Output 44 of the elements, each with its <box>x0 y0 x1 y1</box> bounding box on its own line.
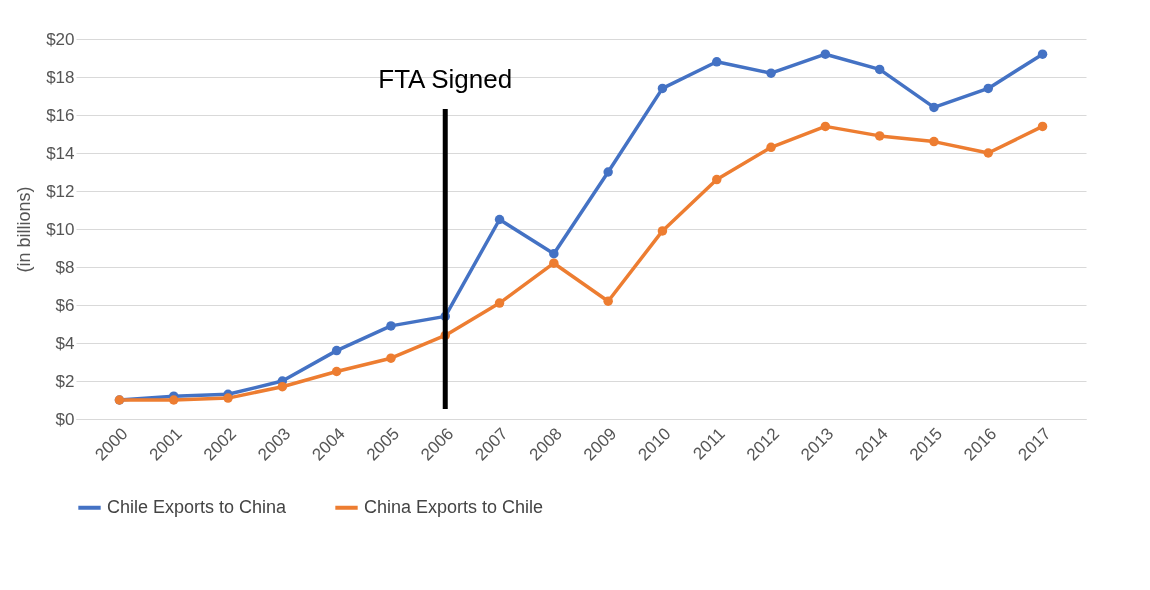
point <box>549 248 559 259</box>
point <box>657 83 668 94</box>
y-tick-label: $4 <box>55 333 75 353</box>
point <box>494 298 505 308</box>
point <box>603 167 613 177</box>
point <box>983 148 993 158</box>
ref-line-label: FTA Signed <box>378 64 513 94</box>
y-tick-label: $0 <box>55 409 75 429</box>
point <box>874 131 885 141</box>
point <box>874 64 885 75</box>
y-tick-label: $2 <box>55 371 75 391</box>
point <box>549 258 559 268</box>
point <box>331 366 342 377</box>
point <box>386 321 396 331</box>
point <box>1037 121 1048 132</box>
point <box>1037 49 1048 59</box>
point <box>820 49 831 59</box>
y-axis-title: (in billions) <box>14 186 35 273</box>
point <box>712 174 722 185</box>
y-tick-label: $6 <box>55 295 75 315</box>
y-tick-label: $20 <box>46 29 75 49</box>
point <box>766 68 776 78</box>
point <box>766 142 776 153</box>
point <box>712 57 722 67</box>
y-tick-label: $18 <box>46 67 75 87</box>
point <box>657 226 668 236</box>
point <box>169 395 179 405</box>
y-tick-label: $12 <box>46 181 75 201</box>
point <box>603 296 613 306</box>
point <box>331 345 342 356</box>
y-tick-label: $8 <box>55 257 75 277</box>
point <box>929 136 939 147</box>
y-tick-label: $16 <box>46 105 75 125</box>
point <box>494 214 505 225</box>
y-tick-label: $10 <box>46 219 75 239</box>
point <box>929 102 939 113</box>
point <box>983 83 993 94</box>
point <box>277 381 288 392</box>
point <box>223 393 233 403</box>
legend-label: Chile Exports to China <box>107 496 288 517</box>
y-tick-label: $14 <box>46 143 75 163</box>
legend-label: China Exports to Chile <box>364 496 544 517</box>
point <box>386 353 396 363</box>
point <box>820 121 831 132</box>
